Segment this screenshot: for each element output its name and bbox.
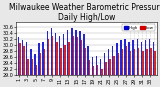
Bar [68, 42, 70, 75]
Bar [138, 48, 139, 75]
Bar [105, 62, 107, 75]
Bar [118, 53, 119, 75]
Bar [126, 46, 127, 75]
Bar [122, 50, 123, 75]
Bar [60, 48, 62, 75]
Bar [23, 46, 25, 75]
Title: Milwaukee Weather Barometric Pressure
Daily High/Low: Milwaukee Weather Barometric Pressure Da… [9, 3, 160, 22]
Bar [134, 50, 135, 75]
Bar [145, 40, 146, 75]
Bar [130, 51, 131, 75]
Bar [55, 33, 56, 75]
Bar [142, 51, 144, 75]
Bar [88, 46, 89, 75]
Bar [67, 30, 68, 75]
Bar [83, 34, 85, 75]
Bar [116, 43, 118, 75]
Bar [154, 51, 156, 75]
Bar [112, 46, 113, 75]
Bar [71, 28, 72, 75]
Bar [132, 40, 134, 75]
Bar [63, 34, 64, 75]
Bar [36, 65, 37, 75]
Bar [100, 59, 101, 75]
Bar [113, 56, 115, 75]
Bar [79, 31, 81, 75]
Bar [52, 36, 53, 75]
Bar [81, 40, 82, 75]
Bar [77, 37, 78, 75]
Bar [109, 59, 111, 75]
Bar [59, 36, 60, 75]
Bar [128, 42, 130, 75]
Bar [149, 39, 150, 75]
Bar [104, 53, 105, 75]
Bar [19, 43, 21, 75]
Bar [108, 50, 109, 75]
Bar [153, 42, 154, 75]
Bar [48, 39, 49, 75]
Legend: High, Low: High, Low [122, 24, 155, 31]
Bar [75, 30, 77, 75]
Bar [28, 59, 29, 75]
Bar [34, 54, 36, 75]
Bar [96, 56, 97, 75]
Bar [120, 40, 122, 75]
Bar [32, 59, 33, 75]
Bar [38, 43, 40, 75]
Bar [92, 57, 93, 75]
Bar [72, 36, 74, 75]
Bar [44, 50, 45, 75]
Bar [64, 45, 66, 75]
Bar [18, 37, 19, 75]
Bar [26, 42, 28, 75]
Bar [22, 40, 23, 75]
Bar [150, 48, 152, 75]
Bar [101, 69, 103, 75]
Bar [30, 50, 32, 75]
Bar [42, 42, 44, 75]
Bar [51, 28, 52, 75]
Bar [136, 39, 138, 75]
Bar [85, 48, 86, 75]
Bar [97, 65, 99, 75]
Bar [93, 66, 94, 75]
Bar [40, 53, 41, 75]
Bar [146, 50, 148, 75]
Bar [141, 42, 142, 75]
Bar [89, 60, 90, 75]
Bar [47, 31, 48, 75]
Bar [124, 39, 126, 75]
Bar [56, 42, 58, 75]
